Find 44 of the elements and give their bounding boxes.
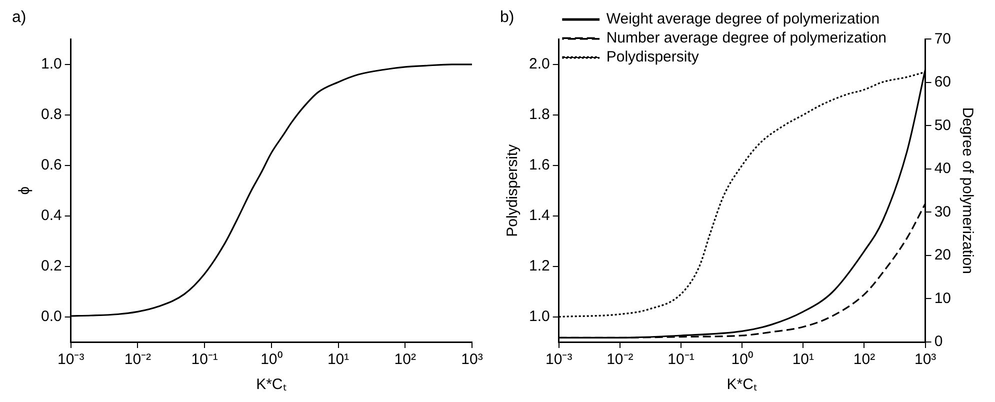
x-tick-label: 10⁰ <box>260 351 282 368</box>
x-axis-title: K*Cₜ <box>256 376 287 394</box>
x-tick-label: 10⁻³ <box>58 351 84 368</box>
y2-tick-label: 10 <box>934 290 952 307</box>
y2-tick-label: 70 <box>934 30 952 48</box>
x-tick-label: 10⁻¹ <box>668 351 694 368</box>
x-tick-label: 10¹ <box>792 351 814 368</box>
x-tick-label: 10³ <box>914 351 936 368</box>
y-tick-label: 0.8 <box>40 106 62 124</box>
y-tick-label: 1.0 <box>40 56 62 73</box>
legend-label: Polydispersity <box>606 48 700 66</box>
y-tick-label: 0.2 <box>40 257 62 274</box>
x-axis-title: K*Cₜ <box>726 376 758 394</box>
x-tick-label: 10² <box>853 351 876 368</box>
y2-tick-label: 30 <box>934 203 952 220</box>
x-tick-label: 10⁻² <box>606 351 634 368</box>
y-axis-title: ϕ <box>16 186 34 195</box>
y2-tick-label: 0 <box>934 333 943 350</box>
y2-tick-label: 40 <box>934 160 952 178</box>
y2-tick-label: 20 <box>934 246 952 264</box>
x-tick-label: 10⁻² <box>124 351 152 368</box>
y2-axis-title: Degree of polymerization <box>958 107 976 274</box>
x-tick-label: 10¹ <box>327 351 350 368</box>
y2-tick-label: 60 <box>934 74 952 91</box>
x-tick-label: 10² <box>394 351 416 368</box>
x-tick-label: 10⁰ <box>731 351 753 368</box>
chart-title: b) <box>500 9 514 26</box>
x-tick-label: 10⁻³ <box>546 351 572 368</box>
x-tick-label: 10³ <box>461 351 483 368</box>
legend-label: Weight average degree of polymerization <box>606 10 880 28</box>
y-tick-label: 0.4 <box>40 206 62 224</box>
y-tick-label: 1.6 <box>528 156 550 174</box>
y2-tick-label: 50 <box>934 116 952 134</box>
y-tick-label: 1.4 <box>528 206 550 224</box>
y-tick-label: 0.6 <box>40 156 62 174</box>
y-tick-label: 1.8 <box>528 106 550 124</box>
y-tick-label: 0.0 <box>40 308 62 325</box>
x-tick-label: 10⁻¹ <box>191 351 218 368</box>
chart-title: a) <box>12 9 26 26</box>
y-tick-label: 1.2 <box>528 257 550 274</box>
y-tick-label: 1.0 <box>528 308 550 325</box>
legend-label: Number average degree of polymerization <box>606 30 887 47</box>
y-axis-title: Polydispersity <box>504 144 522 237</box>
y-tick-label: 2.0 <box>528 56 550 73</box>
